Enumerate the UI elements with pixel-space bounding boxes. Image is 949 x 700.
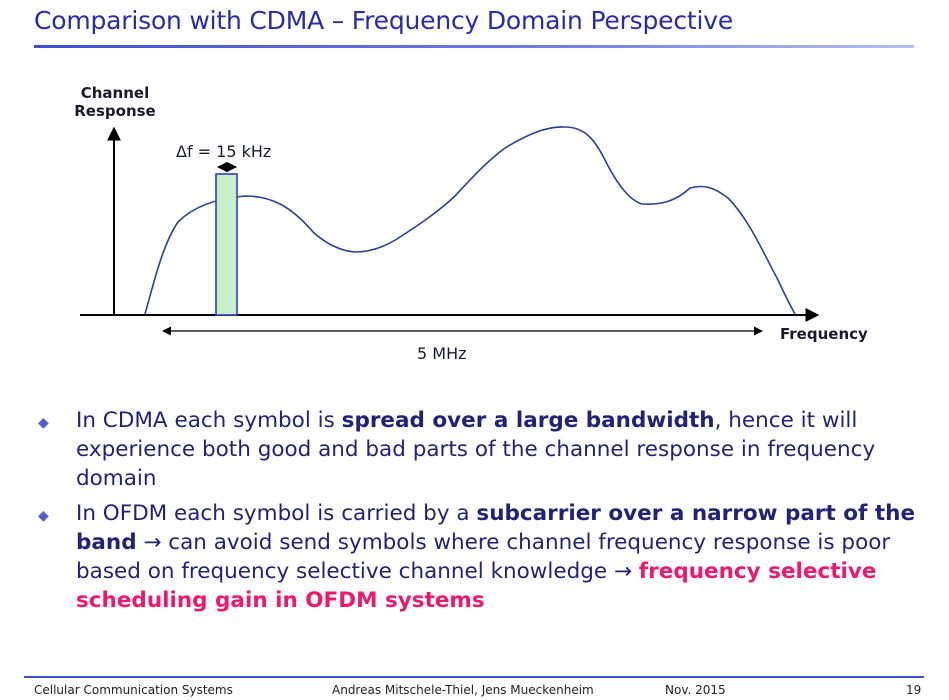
- y-axis-label-line2: Response: [74, 102, 156, 120]
- bullet-list: ◆ In CDMA each symbol is spread over a l…: [38, 406, 918, 621]
- x-axis-label: Frequency: [780, 325, 868, 343]
- bullet-highlight: frequency selective scheduling gain in O…: [76, 559, 877, 613]
- footer-date: Nov. 2015: [665, 683, 726, 697]
- footer-rule: [24, 676, 924, 678]
- channel-response-diagram: [80, 126, 820, 336]
- bullet-part: , hence it will experience both good and…: [76, 408, 876, 491]
- y-axis-label-line1: Channel: [80, 84, 150, 102]
- subcarrier-rect: [215, 173, 238, 316]
- slide-title: Comparison with CDMA – Frequency Domain …: [34, 6, 734, 35]
- y-axis-label: Channel Response: [70, 84, 160, 120]
- page-number: 19: [906, 683, 922, 697]
- bullet-item: ◆ In CDMA each symbol is spread over a l…: [38, 406, 918, 493]
- diamond-bullet-icon: ◆: [38, 415, 49, 431]
- bullet-emphasis: spread over a large bandwidth: [341, 408, 715, 433]
- bullet-part: → can avoid send symbols where channel f…: [76, 530, 891, 584]
- bullet-text: In CDMA each symbol is spread over a lar…: [76, 406, 918, 493]
- footer-course: Cellular Communication Systems: [34, 683, 233, 697]
- delta-f-label: Δf = 15 kHz: [176, 142, 272, 161]
- diamond-bullet-icon: ◆: [38, 508, 49, 524]
- footer-authors: Andreas Mitschele-Thiel, Jens Mueckenhei…: [332, 683, 594, 697]
- bandwidth-label: 5 MHz: [417, 344, 467, 363]
- bullet-part: In OFDM each symbol is carried by a: [76, 501, 477, 526]
- channel-response-figure: Channel Response Frequency Δf = 15 kHz 5…: [70, 84, 868, 363]
- bullet-item: ◆ In OFDM each symbol is carried by a su…: [38, 499, 918, 615]
- title-rule: [34, 45, 914, 48]
- bullet-part: In CDMA each symbol is: [76, 408, 342, 433]
- bullet-text: In OFDM each symbol is carried by a subc…: [76, 499, 918, 615]
- channel-response-curve: [144, 126, 796, 315]
- bullet-emphasis: subcarrier over a narrow part of the ban…: [76, 501, 916, 555]
